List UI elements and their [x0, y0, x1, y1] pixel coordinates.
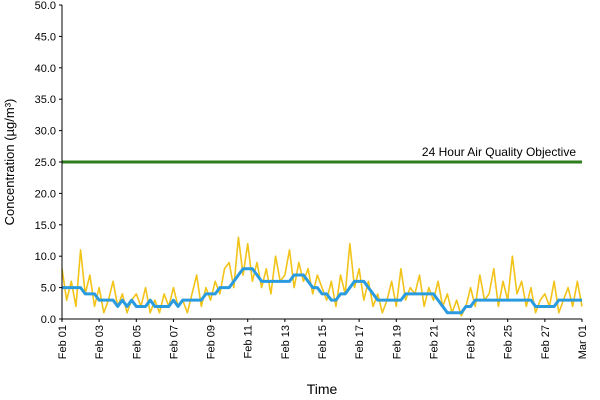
x-tick-label: Feb 03 — [94, 325, 106, 359]
x-tick-label: Feb 23 — [466, 325, 478, 359]
x-tick-label: Feb 01 — [57, 325, 69, 359]
x-tick-label: Feb 17 — [354, 325, 366, 359]
y-tick-label: 30.0 — [35, 126, 56, 138]
y-tick-label: 25.0 — [35, 157, 56, 169]
y-tick-label: 10.0 — [35, 251, 56, 263]
x-tick-label: Mar 01 — [577, 325, 589, 359]
x-tick-label: Feb 13 — [280, 325, 292, 359]
objective-label: 24 Hour Air Quality Objective — [422, 145, 576, 159]
y-axis-label: Concentration (µg/m³) — [2, 99, 17, 226]
y-tick-label: 45.0 — [35, 31, 56, 43]
x-tick-label: Feb 11 — [243, 325, 255, 358]
x-tick-label: Feb 19 — [391, 325, 403, 359]
series-line — [62, 267, 582, 315]
x-tick-label: Feb 21 — [428, 325, 440, 359]
x-tick-label: Feb 07 — [168, 325, 180, 359]
y-tick-label: 35.0 — [35, 94, 56, 106]
x-tick-label: Feb 05 — [131, 325, 143, 359]
x-tick-label: Feb 09 — [206, 325, 218, 359]
x-tick-label: Feb 15 — [317, 325, 329, 359]
x-tick-label: Feb 25 — [503, 325, 515, 359]
y-tick-label: 15.0 — [35, 220, 56, 232]
x-tick-label: Feb 27 — [540, 325, 552, 359]
y-tick-label: 50.0 — [35, 0, 56, 12]
series-line — [61, 236, 583, 317]
x-axis-label: Time — [307, 381, 338, 397]
y-tick-label: 5.0 — [41, 283, 56, 295]
y-tick-label: 40.0 — [35, 63, 56, 75]
y-tick-label: 20.0 — [35, 188, 56, 200]
y-tick-label: 0.0 — [41, 314, 56, 326]
